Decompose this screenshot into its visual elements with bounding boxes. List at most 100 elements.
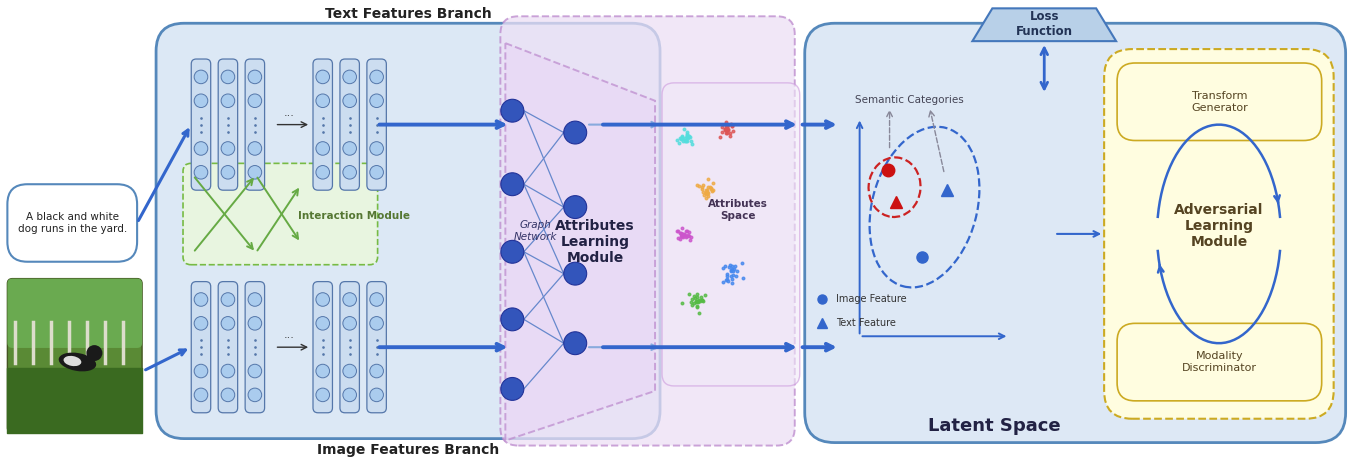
Circle shape	[221, 316, 235, 330]
Point	[716, 127, 738, 134]
FancyBboxPatch shape	[662, 83, 799, 386]
Text: ···: ···	[284, 333, 294, 343]
Point	[721, 267, 742, 274]
Point	[716, 275, 738, 283]
FancyBboxPatch shape	[183, 164, 377, 265]
Point	[714, 125, 735, 133]
Point	[673, 231, 695, 238]
Point	[678, 228, 700, 235]
Point	[672, 233, 693, 240]
Circle shape	[248, 364, 262, 378]
Point	[672, 300, 693, 307]
Circle shape	[370, 70, 384, 84]
Point	[718, 278, 740, 285]
Point	[670, 232, 692, 239]
Text: Graph
Network: Graph Network	[513, 220, 556, 242]
Point	[680, 298, 702, 305]
Point	[687, 298, 708, 305]
Circle shape	[501, 173, 524, 195]
Point	[681, 295, 703, 303]
FancyBboxPatch shape	[7, 279, 142, 348]
Point	[674, 136, 696, 144]
Point	[672, 134, 693, 141]
Text: ···: ···	[284, 110, 294, 121]
Point	[696, 187, 718, 194]
Point	[719, 263, 741, 270]
Point	[691, 183, 712, 191]
Circle shape	[343, 364, 357, 378]
Circle shape	[248, 388, 262, 401]
Point	[676, 131, 697, 138]
Point	[721, 122, 742, 129]
Point	[719, 129, 741, 137]
Point	[670, 231, 692, 239]
Point	[692, 182, 714, 189]
Point	[674, 134, 696, 141]
Circle shape	[194, 388, 208, 401]
Point	[687, 302, 708, 310]
Circle shape	[221, 388, 235, 401]
Point	[715, 121, 737, 128]
Point	[681, 140, 703, 147]
Circle shape	[248, 316, 262, 330]
Point	[711, 123, 733, 131]
Circle shape	[221, 165, 235, 179]
Point	[716, 122, 738, 130]
Point	[712, 264, 734, 272]
Text: Adversarial
Learning
Module: Adversarial Learning Module	[1174, 203, 1263, 249]
Point	[691, 297, 712, 304]
Point	[697, 189, 719, 196]
FancyBboxPatch shape	[1117, 323, 1322, 401]
Circle shape	[221, 364, 235, 378]
Circle shape	[194, 94, 208, 108]
Point	[676, 232, 697, 239]
Point	[702, 186, 723, 193]
Point	[723, 262, 745, 270]
Point	[683, 292, 704, 300]
Point	[668, 227, 689, 234]
Point	[695, 189, 716, 197]
Circle shape	[194, 165, 208, 179]
Text: Image Feature: Image Feature	[836, 294, 906, 304]
Point	[672, 233, 693, 241]
Point	[674, 233, 696, 240]
Circle shape	[343, 316, 357, 330]
Point	[692, 186, 714, 193]
Circle shape	[501, 377, 524, 401]
Point	[693, 191, 715, 198]
Circle shape	[316, 70, 330, 84]
Text: Modality
Discriminator: Modality Discriminator	[1182, 351, 1257, 373]
Point	[677, 134, 699, 141]
Point	[678, 291, 700, 298]
Circle shape	[87, 345, 102, 361]
FancyBboxPatch shape	[191, 59, 210, 190]
Point	[726, 267, 748, 275]
FancyBboxPatch shape	[7, 279, 142, 432]
Point	[688, 182, 710, 189]
Point	[674, 138, 696, 145]
Point	[666, 136, 688, 143]
Point	[688, 309, 710, 316]
Circle shape	[343, 94, 357, 108]
Point	[699, 183, 721, 190]
Point	[673, 126, 695, 133]
Point	[672, 232, 693, 239]
FancyBboxPatch shape	[366, 59, 387, 190]
Circle shape	[563, 262, 586, 285]
Circle shape	[316, 142, 330, 155]
Circle shape	[248, 142, 262, 155]
Circle shape	[316, 316, 330, 330]
FancyBboxPatch shape	[1117, 63, 1322, 140]
Text: A black and white
dog runs in the yard.: A black and white dog runs in the yard.	[18, 212, 126, 234]
Text: Interaction Module: Interaction Module	[299, 211, 410, 221]
Point	[700, 184, 722, 192]
Point	[697, 175, 719, 182]
Point	[668, 234, 689, 241]
Circle shape	[248, 293, 262, 306]
Point	[716, 127, 738, 134]
Circle shape	[316, 165, 330, 179]
Circle shape	[370, 316, 384, 330]
Point	[697, 183, 719, 190]
Circle shape	[343, 165, 357, 179]
Polygon shape	[505, 43, 655, 441]
